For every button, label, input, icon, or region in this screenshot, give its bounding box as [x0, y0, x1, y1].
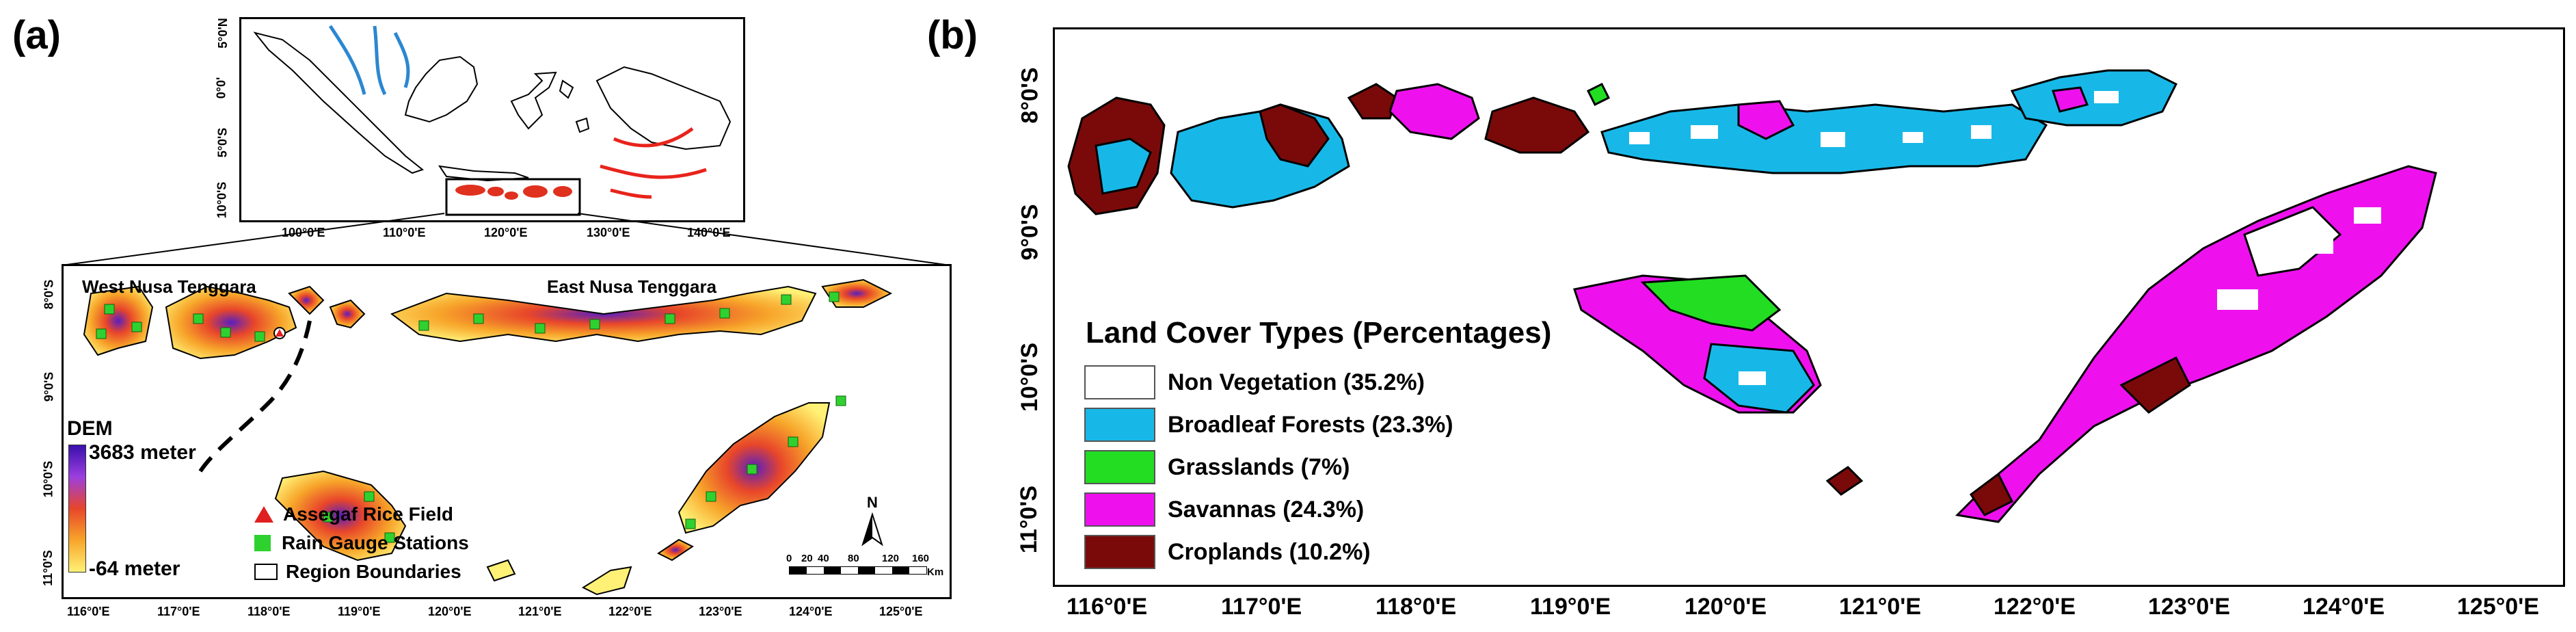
dem-lat-tick: 9°0'S: [42, 371, 56, 402]
inset-lon-tick: 130°0'E: [587, 226, 630, 239]
lc-lon-tick: 122°0'E: [1994, 594, 2076, 620]
lc-lon-tick: 124°0'E: [2303, 594, 2385, 620]
legend-rice-field: Assegaf Rice Field: [254, 503, 453, 525]
dem-lon-tick: 122°0'E: [608, 605, 652, 618]
lc-lon-tick: 118°0'E: [1376, 594, 1457, 620]
legend-title: Land Cover Types (Percentages): [1086, 316, 1552, 350]
green-square-icon: [254, 535, 271, 551]
legend-label: Croplands (10.2%): [1168, 538, 1371, 565]
lc-lon-tick: 120°0'E: [1685, 594, 1767, 620]
indonesia-inset-map: [239, 17, 745, 222]
legend-item: Broadleaf Forests (23.3%): [1084, 408, 1453, 442]
inset-lon-tick: 140°0'E: [687, 226, 731, 239]
lc-lon-tick: 119°0'E: [1530, 594, 1611, 620]
dem-lon-tick: 121°0'E: [518, 605, 562, 618]
lc-lat-tick: 8°0'S: [1017, 67, 1043, 124]
inset-lon-tick: 120°0'E: [484, 226, 528, 239]
scale-label: 120: [882, 553, 900, 564]
legend-rain-gauge: Rain Gauge Stations: [254, 532, 469, 554]
dem-lon-tick: 117°0'E: [157, 605, 200, 618]
dem-lon-tick: 120°0'E: [428, 605, 472, 618]
scale-unit: Km: [927, 566, 944, 578]
dem-max-label: 3683 meter: [89, 441, 196, 464]
land-cover-map-frame: [1053, 27, 2565, 587]
lc-lon-tick: 123°0'E: [2148, 594, 2230, 620]
dem-lat-tick: 8°0'S: [42, 279, 56, 310]
inset-lon-tick: 110°0'E: [383, 226, 426, 239]
panel-a-label: (a): [12, 13, 61, 57]
dem-lat-tick: 11°0'S: [40, 550, 55, 586]
lc-lon-tick: 117°0'E: [1221, 594, 1302, 620]
legend-boundary-label: Region Boundaries: [286, 561, 461, 582]
scale-label: 40: [818, 553, 829, 564]
boundary-box-icon: [254, 564, 278, 580]
scale-label: 160: [912, 553, 930, 564]
scale-bar: [789, 566, 927, 575]
scale-label: 20: [801, 553, 813, 564]
lc-lat-tick: 10°0'S: [1017, 342, 1043, 412]
legend-rice-label: Assegaf Rice Field: [283, 503, 453, 525]
scale-label: 0: [786, 553, 792, 564]
land-cover-map-svg: [1067, 69, 2437, 523]
north-arrow-icon: N: [859, 494, 886, 547]
dem-map-svg: [83, 278, 893, 596]
legend-item: Savannas (24.3%): [1084, 492, 1364, 527]
dem-lon-tick: 123°0'E: [699, 605, 742, 618]
dem-lon-tick: 119°0'E: [338, 605, 381, 618]
legend-item: Non Vegetation (35.2%): [1084, 365, 1425, 399]
panel-b-label: (b): [927, 13, 978, 57]
legend-item: Grasslands (7%): [1084, 450, 1350, 484]
lc-lon-tick: 121°0'E: [1839, 594, 1921, 620]
lc-lat-tick: 9°0'S: [1017, 204, 1043, 261]
legend-label: Broadleaf Forests (23.3%): [1168, 411, 1453, 438]
lc-lon-tick: 116°0'E: [1066, 594, 1148, 620]
legend-swatch-broadleaf: [1084, 408, 1155, 442]
zoom-connector-lines: [61, 213, 951, 266]
dem-lon-tick: 116°0'E: [67, 605, 110, 618]
dem-colorbar: [68, 445, 86, 572]
legend-gauge-label: Rain Gauge Stations: [282, 532, 469, 553]
legend-swatch-non-vegetation: [1084, 365, 1155, 399]
dem-lon-tick: 125°0'E: [879, 605, 923, 618]
legend-label: Savannas (24.3%): [1168, 496, 1365, 523]
north-label: N: [867, 494, 878, 511]
legend-label: Grasslands (7%): [1168, 453, 1350, 480]
legend-swatch-croplands: [1084, 535, 1155, 569]
scale-label: 80: [848, 553, 859, 564]
legend-swatch-savannas: [1084, 492, 1155, 527]
legend-label: Non Vegetation (35.2%): [1168, 369, 1425, 395]
lc-lon-tick: 125°0'E: [2457, 594, 2539, 620]
dem-min-label: -64 meter: [89, 557, 180, 580]
lc-lat-tick: 11°0'S: [1016, 485, 1043, 554]
dem-lon-tick: 124°0'E: [789, 605, 833, 618]
dem-title: DEM: [67, 417, 113, 440]
region-east-label: East Nusa Tenggara: [547, 276, 717, 297]
legend-region-boundaries: Region Boundaries: [254, 561, 461, 583]
red-triangle-icon: [254, 506, 273, 523]
dem-map-frame: [62, 264, 952, 599]
legend-swatch-grasslands: [1084, 450, 1155, 484]
legend-item: Croplands (10.2%): [1084, 535, 1371, 569]
dem-lat-tick: 10°0'S: [41, 460, 55, 498]
dem-lon-tick: 118°0'E: [247, 605, 291, 618]
region-west-label: West Nusa Tenggara: [82, 276, 256, 297]
indonesia-outline-svg: [253, 25, 732, 216]
